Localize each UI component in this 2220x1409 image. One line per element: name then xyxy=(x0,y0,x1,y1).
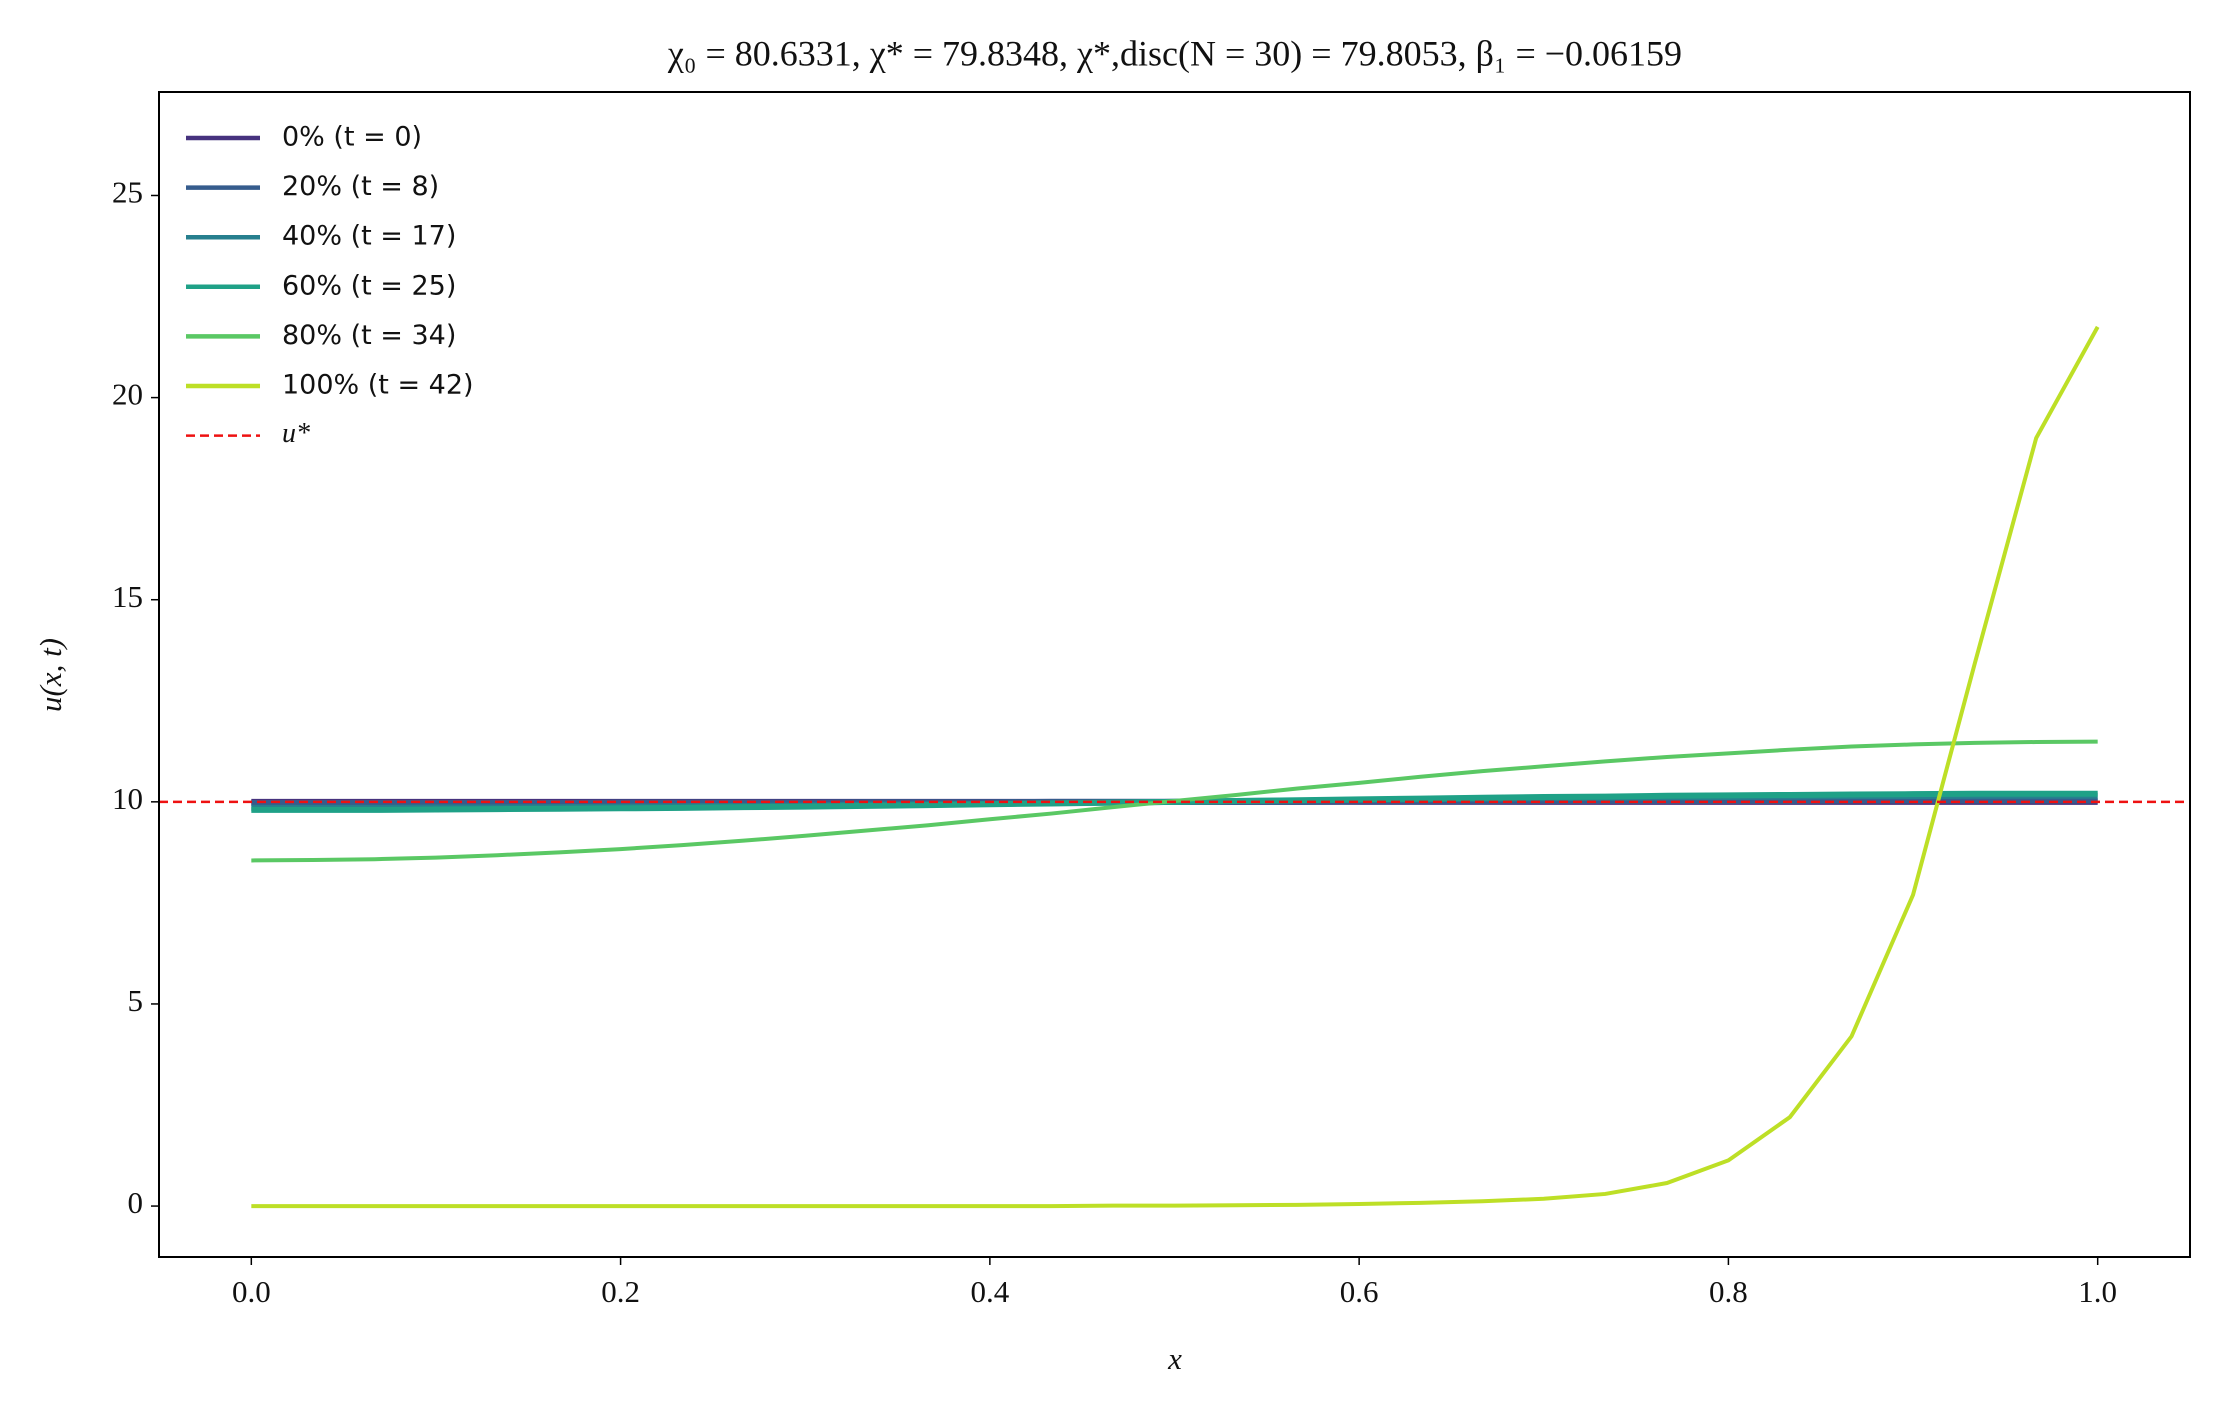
x-axis-label: x xyxy=(1167,1341,1182,1376)
x-tick-label: 0.4 xyxy=(970,1274,1009,1309)
x-tick-label: 0.6 xyxy=(1340,1274,1379,1309)
y-axis-label: u(x, t) xyxy=(33,638,68,712)
legend-label: 0% (t = 0) xyxy=(282,122,422,153)
x-tick-label: 1.0 xyxy=(2078,1274,2117,1309)
y-tick-label: 15 xyxy=(112,579,143,614)
x-tick-label: 0.0 xyxy=(232,1274,271,1309)
legend-label: 80% (t = 34) xyxy=(282,320,456,351)
legend-label: 40% (t = 17) xyxy=(282,221,456,252)
x-tick-label: 0.8 xyxy=(1709,1274,1748,1309)
y-tick-label: 20 xyxy=(112,377,143,412)
y-tick-label: 0 xyxy=(128,1185,144,1220)
y-tick-label: 5 xyxy=(128,983,144,1018)
plot-frame xyxy=(158,91,2191,1258)
legend-label: 100% (t = 42) xyxy=(282,370,474,401)
y-tick-label: 10 xyxy=(112,781,143,816)
chart-title: χ₀ = 80.6331, χ* = 79.8348, χ*,disc(N = … xyxy=(667,33,1682,73)
series-line xyxy=(251,325,2100,1209)
legend-label: u* xyxy=(282,418,310,449)
legend-label: 60% (t = 25) xyxy=(282,270,456,301)
x-tick-label: 0.2 xyxy=(601,1274,640,1309)
legend-label: 20% (t = 8) xyxy=(282,171,439,202)
y-tick-label: 25 xyxy=(112,175,143,210)
